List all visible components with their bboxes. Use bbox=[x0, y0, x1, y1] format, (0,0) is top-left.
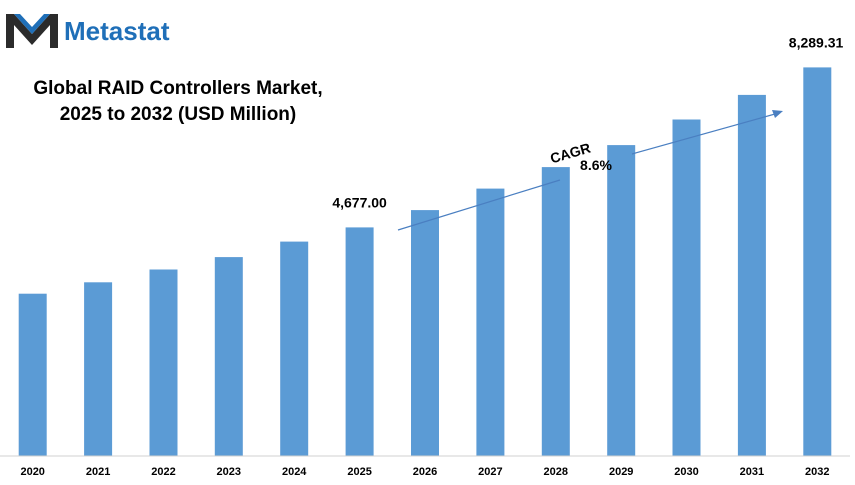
cagr-value: 8.6% bbox=[580, 157, 612, 173]
data-label-2025: 4,677.00 bbox=[332, 194, 387, 210]
x-tick-label-2024: 2024 bbox=[282, 466, 307, 478]
bar-2030 bbox=[672, 119, 701, 456]
brand-logo: Metastat bbox=[4, 10, 224, 52]
cagr-arrow-line-lower bbox=[397, 179, 561, 231]
x-tick-label-2020: 2020 bbox=[20, 466, 44, 478]
data-label-2032: 8,289.31 bbox=[789, 34, 844, 50]
bar-2023 bbox=[214, 257, 243, 456]
x-tick-label-2023: 2023 bbox=[217, 466, 241, 478]
bar-2026 bbox=[411, 210, 439, 456]
logo-mark-accent bbox=[14, 14, 50, 34]
brand-name: Metastat bbox=[64, 16, 170, 46]
bar-2032 bbox=[803, 67, 832, 457]
x-tick-label-2026: 2026 bbox=[413, 466, 437, 478]
bar-2024 bbox=[280, 241, 309, 456]
bar-2021 bbox=[84, 282, 113, 456]
bar-2027 bbox=[476, 188, 505, 456]
data-labels-group: 4,677.00 8,289.31 bbox=[332, 34, 843, 210]
bars-group bbox=[18, 67, 832, 457]
metastat-logo-icon: Metastat bbox=[6, 14, 170, 48]
cagr-arrow-head-icon bbox=[772, 110, 783, 118]
chart-title-line-1: Global RAID Controllers Market, bbox=[33, 78, 322, 99]
chart-title-line-2: 2025 to 2032 (USD Million) bbox=[60, 104, 297, 125]
x-tick-labels: 2020 2021 2022 2023 2024 2025 2026 2027 2028 2029… bbox=[20, 466, 829, 478]
x-tick-label-2021: 2021 bbox=[86, 466, 110, 478]
bar-2020 bbox=[18, 293, 47, 456]
bar-2031 bbox=[737, 94, 766, 457]
x-tick-label-2030: 2030 bbox=[674, 466, 698, 478]
bar-2028 bbox=[541, 167, 570, 456]
cagr-arrow-line-upper bbox=[631, 113, 776, 155]
x-tick-label-2028: 2028 bbox=[544, 466, 568, 478]
x-tick-label-2031: 2031 bbox=[740, 466, 764, 478]
x-tick-label-2032: 2032 bbox=[805, 466, 829, 478]
x-tick-label-2022: 2022 bbox=[151, 466, 175, 478]
x-tick-label-2029: 2029 bbox=[609, 466, 633, 478]
cagr-annotation: CAGR 8.6% bbox=[397, 110, 783, 231]
bar-2025 bbox=[345, 227, 374, 456]
bar-2022 bbox=[149, 269, 178, 456]
x-tick-label-2027: 2027 bbox=[478, 466, 502, 478]
logo-mark bbox=[6, 14, 58, 48]
bar-2029 bbox=[607, 145, 636, 456]
x-tick-label-2025: 2025 bbox=[347, 466, 371, 478]
